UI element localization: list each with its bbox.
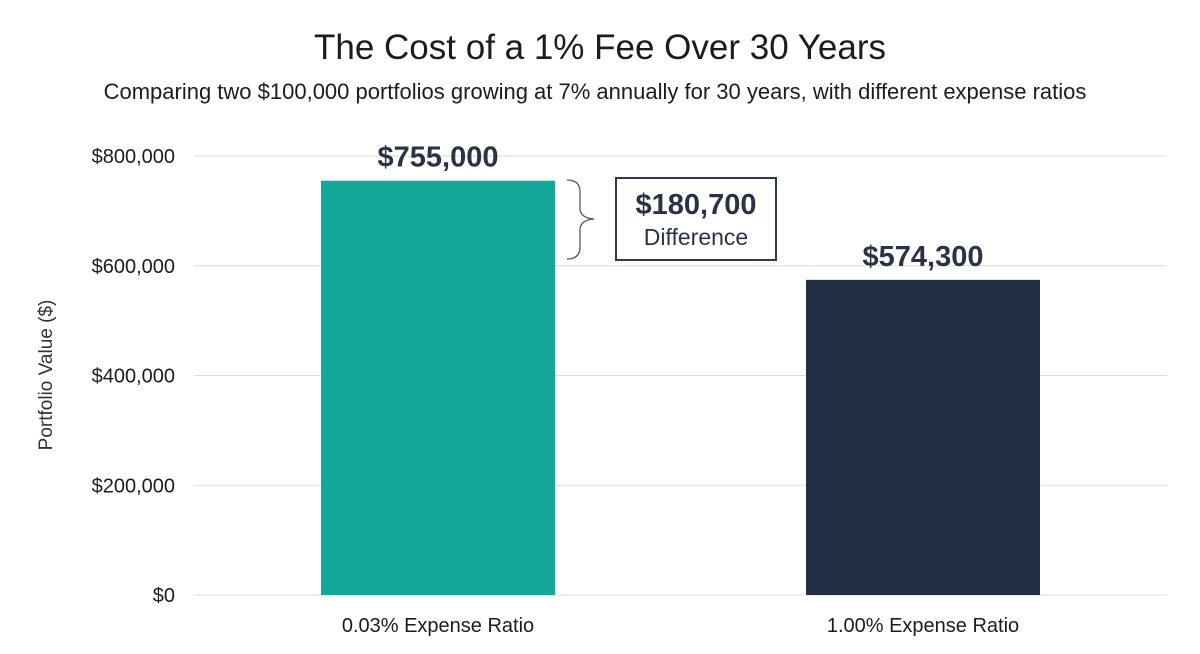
- y-tick-label: $0: [153, 585, 175, 607]
- chart-title: The Cost of a 1% Fee Over 30 Years: [314, 28, 886, 67]
- chart-subtitle: Comparing two $100,000 portfolios growin…: [103, 79, 1087, 104]
- bars: $755,000 0.03% Expense Ratio $574,300 1.00%…: [321, 142, 1040, 637]
- y-tick-label: $600,000: [92, 256, 175, 278]
- y-tick-label: $400,000: [92, 366, 175, 388]
- difference-value: $180,700: [636, 189, 757, 221]
- y-tick-label: $800,000: [92, 146, 175, 168]
- y-axis-label: Portfolio Value ($): [36, 300, 57, 451]
- difference-brace: [566, 179, 595, 260]
- x-tick-label: 1.00% Expense Ratio: [827, 615, 1019, 637]
- difference-label: Difference: [644, 224, 748, 250]
- y-axis-ticks: $0 $200,000 $400,000 $600,000 $800,000: [92, 146, 175, 607]
- difference-annotation: $180,700 Difference: [566, 177, 777, 261]
- bar-value-label: $574,300: [863, 241, 984, 273]
- y-tick-label: $200,000: [92, 475, 175, 497]
- bar-value-label: $755,000: [378, 142, 499, 174]
- x-tick-label: 0.03% Expense Ratio: [342, 615, 534, 637]
- bar: [806, 279, 1040, 595]
- difference-box: [615, 177, 777, 261]
- bar: [321, 180, 555, 595]
